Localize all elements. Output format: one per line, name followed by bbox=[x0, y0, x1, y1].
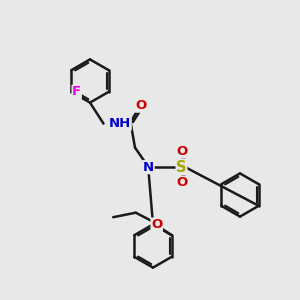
Text: F: F bbox=[72, 85, 81, 98]
Text: N: N bbox=[143, 160, 154, 174]
Text: O: O bbox=[151, 218, 162, 231]
Text: O: O bbox=[176, 176, 187, 189]
Text: S: S bbox=[176, 160, 187, 175]
Text: O: O bbox=[176, 145, 187, 158]
Text: NH: NH bbox=[109, 117, 131, 130]
Text: O: O bbox=[135, 99, 147, 112]
